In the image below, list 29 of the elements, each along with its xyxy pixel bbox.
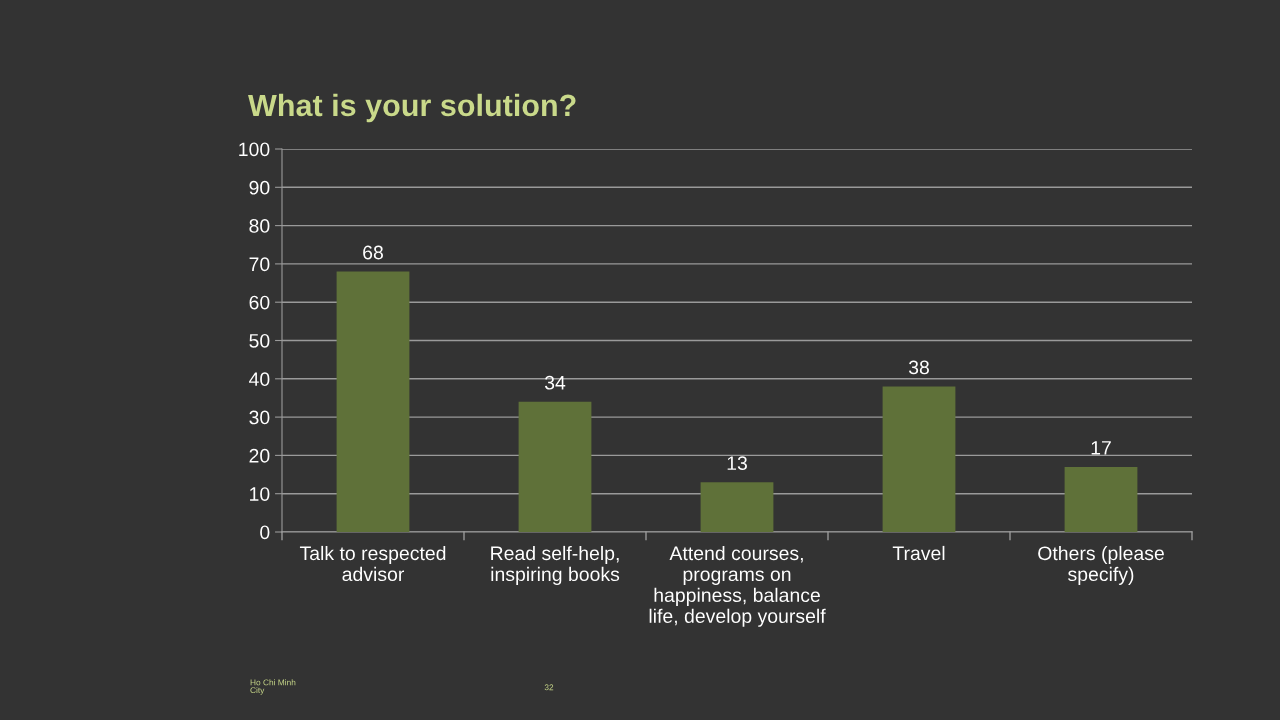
data-label: 17	[1091, 441, 1111, 455]
y-tick-label: 90	[249, 180, 270, 195]
bar	[1064, 466, 1138, 532]
text: Ho Chi Minh City	[250, 679, 296, 695]
data-label: 38	[908, 360, 929, 375]
y-tick-label: 70	[249, 257, 270, 272]
x-tick-label: Read self-help, inspiring books	[491, 545, 620, 585]
y-tick-label: 100	[239, 142, 270, 157]
x-tick-label: Attend courses, programs on happiness, balance life, develop yourself	[649, 545, 826, 627]
data-label: 13	[727, 456, 747, 471]
bar	[700, 482, 774, 532]
y-tick-label: 10	[250, 487, 270, 501]
y-tick-label: 20	[249, 448, 270, 463]
chart-title: What is your solution?	[248, 93, 576, 123]
x-tick-label: Talk to respected advisor	[299, 545, 446, 582]
y-tick-label: 60	[249, 295, 270, 310]
y-tick-label: 50	[249, 333, 270, 348]
y-tick-label: 40	[249, 372, 270, 387]
bar	[882, 386, 956, 532]
y-tick-label: 30	[249, 410, 270, 425]
text: 32	[544, 684, 554, 691]
data-label: 68	[363, 245, 383, 260]
bar	[336, 271, 410, 532]
y-tick-label: 0	[260, 525, 270, 540]
x-tick-label: Travel	[892, 545, 945, 561]
y-tick-label: 80	[249, 219, 270, 233]
data-label: 34	[544, 375, 566, 390]
bar	[518, 401, 592, 532]
x-tick-label: Others (please specify)	[1038, 545, 1164, 585]
